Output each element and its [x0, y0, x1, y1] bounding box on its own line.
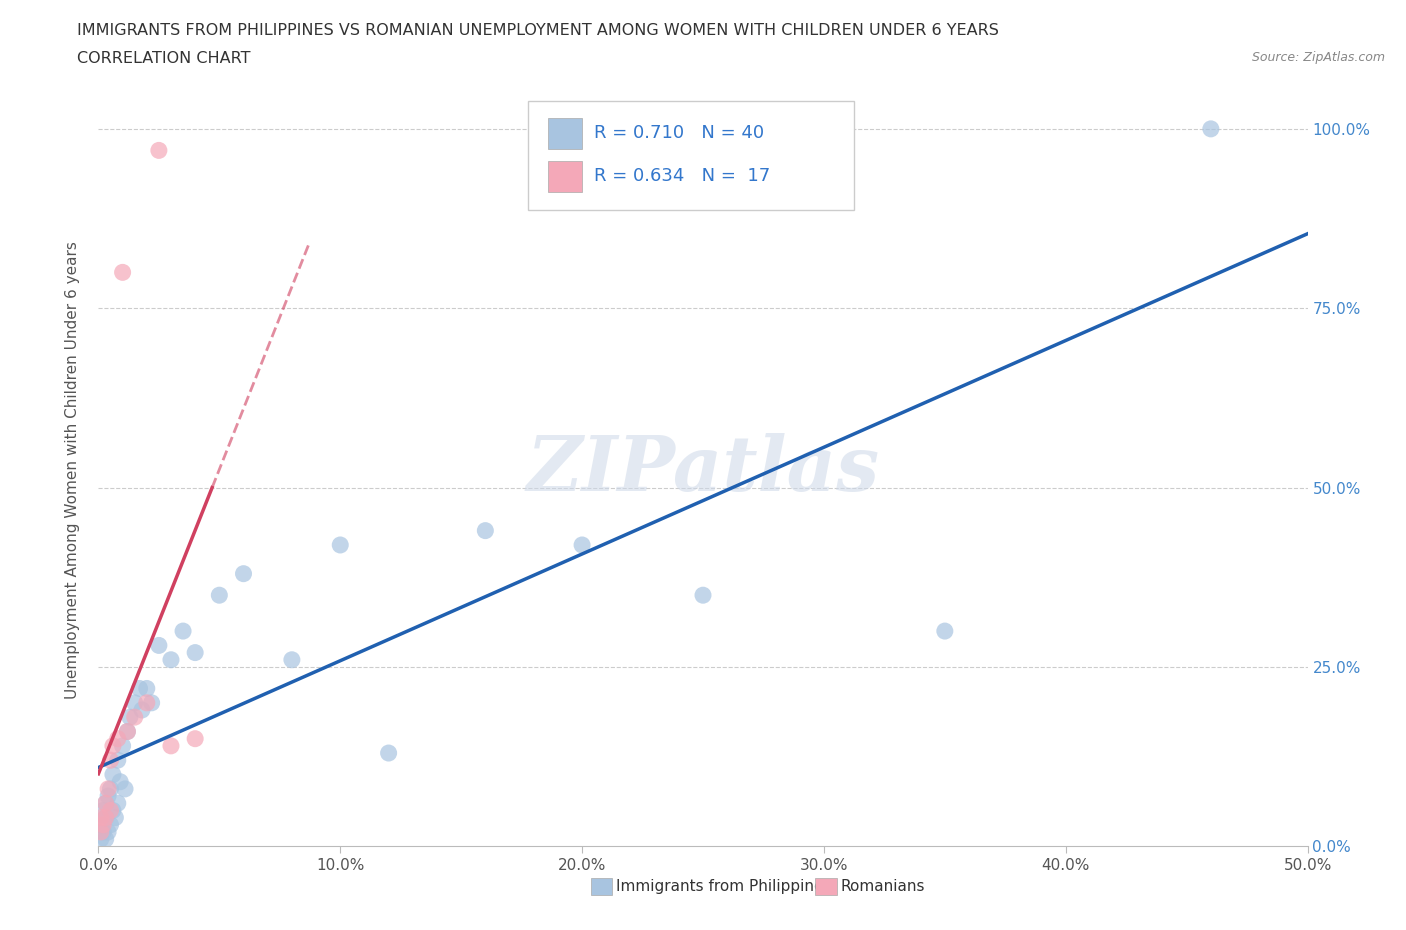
Point [692, 588, 714, 603]
Point [184, 645, 207, 660]
Point [571, 538, 593, 552]
Point [94, 796, 117, 811]
Point [135, 696, 157, 711]
Point [117, 724, 139, 739]
FancyBboxPatch shape [527, 100, 855, 210]
Point [184, 731, 207, 746]
Point [141, 696, 163, 711]
Point [111, 265, 134, 280]
Point [94, 796, 117, 811]
Point [148, 638, 170, 653]
Point [100, 781, 122, 796]
Point [160, 652, 183, 667]
Bar [548, 118, 582, 150]
Point [124, 710, 146, 724]
Point [90, 817, 112, 832]
Point [232, 566, 254, 581]
Point [377, 746, 399, 761]
Text: Source: ZipAtlas.com: Source: ZipAtlas.com [1251, 51, 1385, 64]
Text: Romanians: Romanians [841, 879, 925, 894]
Text: CORRELATION CHART: CORRELATION CHART [77, 51, 250, 66]
Point [94, 810, 117, 825]
Text: R = 0.710   N = 40: R = 0.710 N = 40 [595, 124, 765, 142]
Point [97, 825, 120, 840]
Point [104, 810, 127, 825]
Point [90, 810, 112, 825]
Point [91, 825, 114, 840]
Point [117, 724, 139, 739]
Point [108, 775, 131, 790]
Point [100, 817, 122, 832]
Text: IMMIGRANTS FROM PHILIPPINES VS ROMANIAN UNEMPLOYMENT AMONG WOMEN WITH CHILDREN U: IMMIGRANTS FROM PHILIPPINES VS ROMANIAN … [77, 23, 1000, 38]
Point [90, 825, 112, 840]
Point [934, 624, 956, 639]
Point [107, 731, 129, 746]
Point [114, 781, 136, 796]
Point [91, 817, 114, 832]
Bar [548, 161, 582, 193]
Point [101, 767, 124, 782]
Point [90, 831, 112, 846]
Point [94, 831, 117, 846]
Point [100, 752, 122, 767]
Point [208, 588, 231, 603]
Point [135, 681, 157, 696]
Point [101, 738, 124, 753]
Point [107, 796, 129, 811]
Point [107, 752, 129, 767]
Text: Immigrants from Philippines: Immigrants from Philippines [616, 879, 831, 894]
Point [474, 524, 496, 538]
Point [329, 538, 352, 552]
Point [97, 789, 120, 804]
Point [131, 702, 153, 717]
Text: R = 0.634   N =  17: R = 0.634 N = 17 [595, 166, 770, 185]
Point [172, 624, 194, 639]
Point [1199, 122, 1222, 137]
Point [101, 803, 124, 817]
Point [148, 143, 170, 158]
Text: ZIPatlas: ZIPatlas [526, 432, 880, 507]
Point [100, 803, 122, 817]
Point [128, 681, 150, 696]
Point [91, 803, 114, 817]
Point [111, 738, 134, 753]
Point [160, 738, 183, 753]
Point [124, 696, 146, 711]
Point [94, 810, 117, 825]
Point [281, 652, 304, 667]
Y-axis label: Unemployment Among Women with Children Under 6 years: Unemployment Among Women with Children U… [65, 241, 80, 698]
Point [97, 781, 120, 796]
Point [118, 710, 141, 724]
